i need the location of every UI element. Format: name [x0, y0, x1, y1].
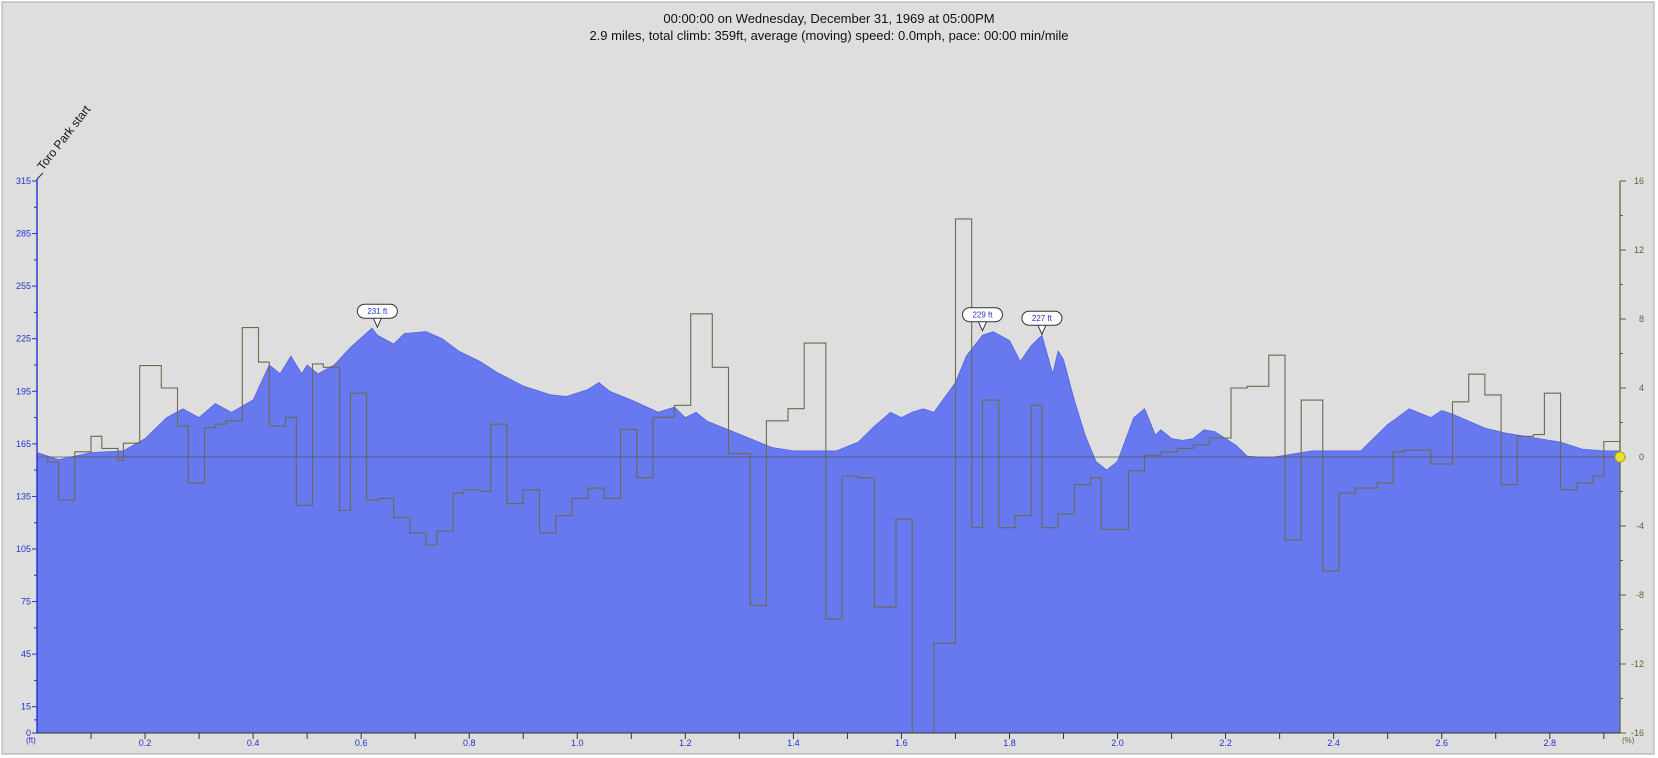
right-tick-label: -12 [1631, 659, 1644, 669]
x-tick-label: 0.4 [247, 738, 260, 748]
left-tick-label: 0 [26, 728, 31, 738]
annotation-pointer [372, 317, 382, 329]
chart-title: 00:00:00 on Wednesday, December 31, 1969… [663, 11, 995, 26]
x-tick-label: 0.2 [139, 738, 152, 748]
x-tick-label: 1.8 [1003, 738, 1016, 748]
left-tick-label: 195 [16, 386, 31, 396]
right-tick-label: 4 [1639, 383, 1644, 393]
x-tick-label: 2.0 [1111, 738, 1124, 748]
x-tick-label: 1.0 [571, 738, 584, 748]
left-tick-label: 225 [16, 334, 31, 344]
annotation-pointer [978, 321, 987, 332]
left-tick-label: 315 [16, 176, 31, 186]
left-axis-unit: (ft) [26, 736, 36, 745]
annotation-bubble [961, 307, 1003, 323]
elevation-area [36, 327, 1621, 734]
right-tick-label: 12 [1634, 245, 1644, 255]
right-tick-label: -8 [1636, 590, 1644, 600]
annotation-label: 231 ft [367, 307, 388, 316]
right-tick-label: 8 [1639, 314, 1644, 324]
left-tick-label: 105 [16, 544, 31, 554]
x-tick-label: 1.4 [787, 738, 800, 748]
annotation-bubble [356, 303, 398, 319]
x-tick-label: 2.2 [1219, 738, 1232, 748]
grade-line [37, 218, 1621, 734]
right-tick-label: -4 [1636, 521, 1644, 531]
left-tick-label: 135 [16, 491, 31, 501]
left-tick-label: 15 [21, 702, 31, 712]
start-label: Toro Park start [34, 102, 93, 173]
x-tick-label: 0.6 [355, 738, 368, 748]
right-tick-label: -16 [1631, 728, 1644, 738]
x-tick-label: 0.8 [463, 738, 476, 748]
x-tick-label: 1.6 [895, 738, 908, 748]
left-tick-label: 255 [16, 281, 31, 291]
chart-subtitle: 2.9 miles, total climb: 359ft, average (… [589, 28, 1069, 43]
x-tick-label: 2.4 [1327, 738, 1340, 748]
right-axis-unit: (%) [1622, 736, 1635, 745]
annotation-label: 227 ft [1032, 314, 1053, 323]
x-tick-label: 2.8 [1544, 738, 1557, 748]
right-tick-label: 16 [1634, 176, 1644, 186]
left-tick-label: 165 [16, 439, 31, 449]
x-tick-label: 1.2 [679, 738, 692, 748]
left-tick-label: 45 [21, 649, 31, 659]
x-tick-label: 2.6 [1435, 738, 1448, 748]
annotation-bubble [1021, 310, 1063, 326]
right-tick-label: 0 [1639, 452, 1644, 462]
start-label-leader [36, 172, 44, 180]
annotation-pointer [1037, 325, 1047, 336]
left-tick-label: 285 [16, 229, 31, 239]
annotation-label: 229 ft [972, 311, 993, 320]
end-marker [1614, 451, 1626, 463]
left-tick-label: 75 [21, 597, 31, 607]
